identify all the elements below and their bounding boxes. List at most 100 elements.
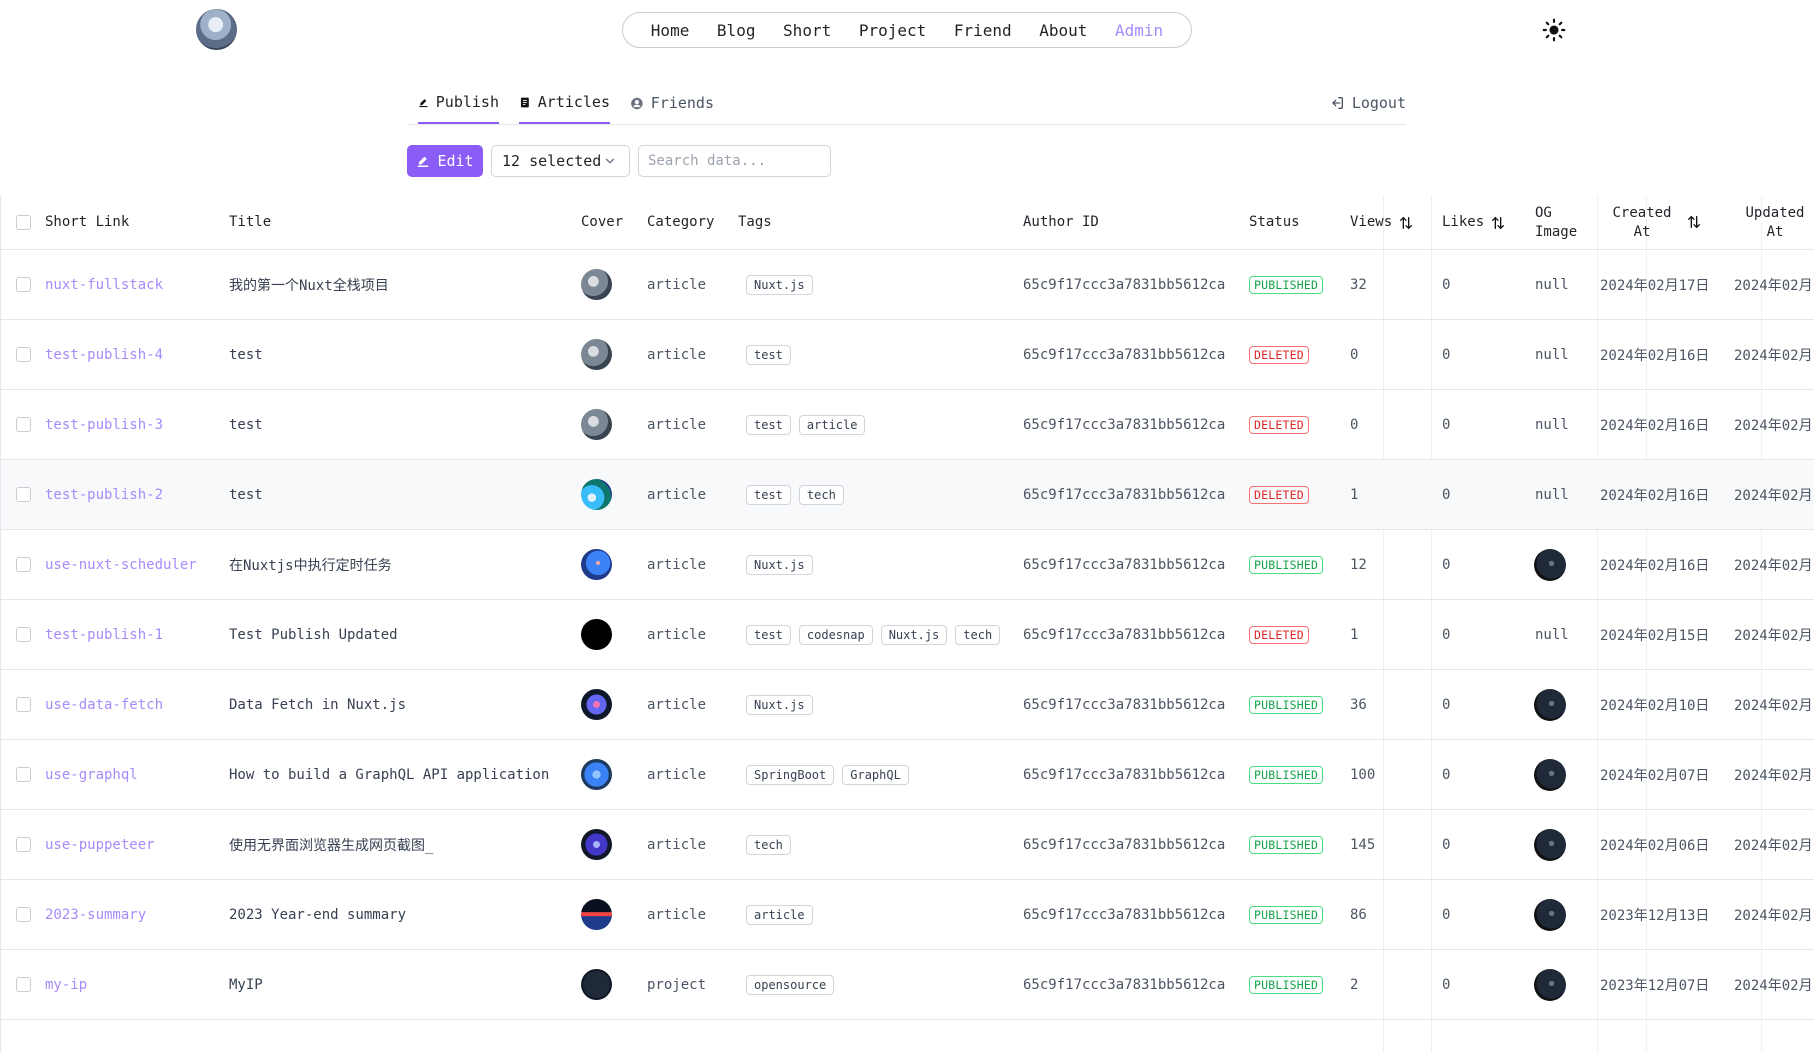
short-link[interactable]: use-graphql: [45, 740, 138, 809]
short-link[interactable]: 2023-summary: [45, 880, 146, 949]
status-cell: PUBLISHED: [1249, 810, 1323, 879]
nav-project[interactable]: Project: [859, 21, 926, 40]
views: 36: [1350, 670, 1367, 739]
likes: 0: [1442, 250, 1450, 319]
column-select[interactable]: 12 selected: [491, 145, 630, 177]
short-link[interactable]: test-publish-2: [45, 460, 163, 529]
column-select-value: 12 selected: [502, 152, 601, 170]
cover-image: [581, 829, 612, 860]
col-views[interactable]: Views: [1350, 196, 1414, 249]
article-title: 在Nuxtjs中执行定时任务: [229, 530, 392, 599]
og-image: null: [1535, 250, 1569, 319]
short-link[interactable]: nuxt-fullstack: [45, 250, 163, 319]
tab-publish[interactable]: Publish: [418, 82, 499, 124]
status-cell: PUBLISHED: [1249, 950, 1323, 1019]
search-input[interactable]: [638, 145, 831, 177]
created-at: 2024年02月07日: [1600, 740, 1709, 809]
tag-badge: Nuxt.js: [746, 555, 813, 575]
row-checkbox[interactable]: [16, 347, 31, 362]
short-link[interactable]: my-ip: [45, 950, 87, 1019]
likes: 0: [1442, 600, 1450, 669]
status-cell: DELETED: [1249, 390, 1309, 459]
sort-icon[interactable]: [1398, 215, 1414, 231]
cover-image: [581, 619, 612, 650]
table-row[interactable]: use-nuxt-scheduler 在Nuxtjs中执行定时任务 article N…: [1, 530, 1814, 600]
tags: test: [746, 320, 799, 389]
table-row[interactable]: my-ip MyIP project opensource 65c9f17ccc3a78…: [1, 950, 1814, 1020]
logout-button[interactable]: Logout: [1329, 82, 1406, 124]
logout-label: Logout: [1352, 94, 1406, 112]
row-checkbox[interactable]: [16, 557, 31, 572]
category: article: [647, 810, 706, 879]
col-author-id: Author ID: [1023, 196, 1099, 249]
nav-blog[interactable]: Blog: [717, 21, 756, 40]
table-row[interactable]: use-puppeteer 使用无界面浏览器生成网页截图_ article tech 6…: [1, 810, 1814, 880]
category: project: [647, 950, 706, 1019]
cover-image: [581, 899, 612, 930]
views: 86: [1350, 880, 1367, 949]
nav-friend[interactable]: Friend: [954, 21, 1012, 40]
nav-short[interactable]: Short: [783, 21, 831, 40]
tab-articles[interactable]: Articles: [519, 82, 610, 124]
row-checkbox[interactable]: [16, 977, 31, 992]
updated-at: 2024年02月1: [1734, 530, 1814, 599]
likes: 0: [1442, 390, 1450, 459]
author-id: 65c9f17ccc3a7831bb5612ca: [1023, 670, 1225, 739]
author-id: 65c9f17ccc3a7831bb5612ca: [1023, 740, 1225, 809]
tag-badge: test: [746, 485, 791, 505]
tag-badge: article: [746, 905, 813, 925]
short-link[interactable]: test-publish-1: [45, 600, 163, 669]
short-link[interactable]: use-nuxt-scheduler: [45, 530, 197, 599]
table-row[interactable]: test-publish-3 test article test article 65c9…: [1, 390, 1814, 460]
short-link[interactable]: use-puppeteer: [45, 810, 155, 879]
col-likes[interactable]: Likes: [1442, 196, 1506, 249]
select-all-checkbox[interactable]: [16, 215, 31, 230]
nav-admin[interactable]: Admin: [1115, 21, 1163, 40]
col-updated-line2: At: [1767, 223, 1784, 242]
views: 1: [1350, 460, 1358, 529]
row-checkbox[interactable]: [16, 837, 31, 852]
table-row[interactable]: test-publish-2 test article test tech 65c9f17…: [1, 460, 1814, 530]
updated-at: 2024年02月1: [1734, 880, 1814, 949]
col-short-link: Short Link: [45, 196, 129, 249]
tab-publish-label: Publish: [436, 93, 499, 111]
tag-badge: GraphQL: [842, 765, 909, 785]
tags: test codesnap Nuxt.js tech: [746, 600, 1008, 669]
author-id: 65c9f17ccc3a7831bb5612ca: [1023, 460, 1225, 529]
category: article: [647, 320, 706, 389]
row-checkbox[interactable]: [16, 907, 31, 922]
article-title: Test Publish Updated: [229, 600, 398, 669]
row-checkbox[interactable]: [16, 767, 31, 782]
edit-button[interactable]: Edit: [407, 145, 483, 177]
row-checkbox[interactable]: [16, 417, 31, 432]
row-checkbox[interactable]: [16, 627, 31, 642]
table-row[interactable]: nuxt-fullstack 我的第一个Nuxt全栈项目 article Nuxt.j…: [1, 250, 1814, 320]
tag-badge: tech: [955, 625, 1000, 645]
sun-icon[interactable]: [1541, 17, 1567, 43]
short-link[interactable]: test-publish-3: [45, 390, 163, 459]
tag-badge: article: [799, 415, 866, 435]
document-icon: [519, 95, 531, 110]
sort-icon[interactable]: [1490, 215, 1506, 231]
author-id: 65c9f17ccc3a7831bb5612ca: [1023, 320, 1225, 389]
category: article: [647, 460, 706, 529]
nav-about[interactable]: About: [1039, 21, 1087, 40]
short-link[interactable]: use-data-fetch: [45, 670, 163, 739]
sort-icon[interactable]: [1686, 214, 1702, 230]
row-checkbox[interactable]: [16, 277, 31, 292]
row-checkbox[interactable]: [16, 487, 31, 502]
tag-badge: Nuxt.js: [746, 695, 813, 715]
table-row[interactable]: use-graphql How to build a GraphQL API ap…: [1, 740, 1814, 810]
short-link[interactable]: test-publish-4: [45, 320, 163, 389]
updated-at: 2024年02月1: [1734, 950, 1814, 1019]
tab-friends[interactable]: Friends: [630, 82, 714, 124]
table-row[interactable]: test-publish-4 test article test 65c9f17ccc3…: [1, 320, 1814, 390]
avatar[interactable]: [196, 9, 237, 50]
table-row[interactable]: 2023-summary 2023 Year-end summary article…: [1, 880, 1814, 950]
table-row[interactable]: use-data-fetch Data Fetch in Nuxt.js artic…: [1, 670, 1814, 740]
row-checkbox[interactable]: [16, 697, 31, 712]
nav-home[interactable]: Home: [651, 21, 690, 40]
col-updated-at: Updated At: [1743, 196, 1807, 249]
table-row[interactable]: test-publish-1 Test Publish Updated articl…: [1, 600, 1814, 670]
tag-badge: opensource: [746, 975, 834, 995]
